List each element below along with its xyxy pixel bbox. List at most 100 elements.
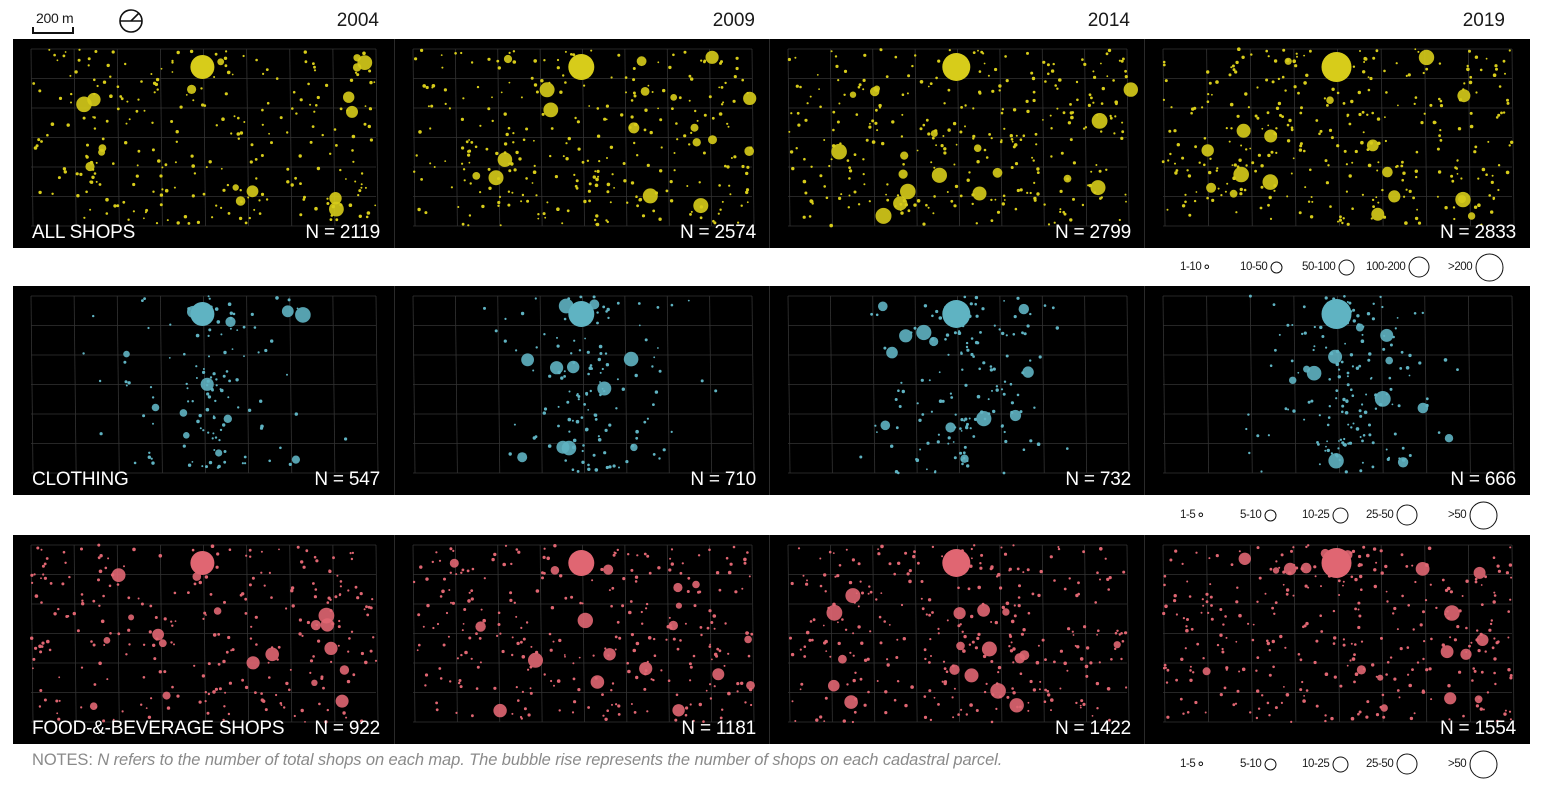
- parcel-bubble: [1335, 397, 1338, 400]
- parcel-bubble: [719, 716, 723, 720]
- parcel-bubble: [787, 57, 791, 62]
- parcel-bubble: [498, 195, 502, 198]
- parcel-bubble: [1358, 112, 1362, 117]
- parcel-bubble: [1401, 178, 1404, 182]
- parcel-bubble: [508, 81, 511, 84]
- parcel-bubble: [1469, 124, 1474, 129]
- parcel-bubble: [326, 708, 329, 712]
- parcel-bubble: [718, 649, 722, 653]
- parcel-bubble: [1027, 709, 1030, 712]
- parcel-bubble: [634, 373, 638, 378]
- parcel-bubble: [435, 708, 439, 712]
- parcel-bubble: [1323, 97, 1326, 100]
- parcel-bubble: [275, 693, 278, 697]
- parcel-bubble: [684, 622, 687, 625]
- parcel-bubble: [838, 654, 847, 664]
- parcel-bubble: [1036, 442, 1041, 446]
- parcel-bubble: [429, 127, 432, 130]
- parcel-bubble: [207, 334, 210, 337]
- parcel-bubble: [970, 614, 974, 619]
- parcel-bubble: [828, 164, 831, 168]
- parcel-bubble: [1123, 82, 1138, 97]
- parcel-bubble: [878, 106, 882, 109]
- parcel-bubble: [466, 569, 470, 573]
- parcel-bubble: [606, 190, 610, 194]
- parcel-bubble: [670, 303, 674, 307]
- parcel-bubble: [1343, 295, 1346, 298]
- parcel-bubble: [1400, 553, 1404, 557]
- parcel-bubble: [531, 182, 534, 184]
- parcel-bubble: [920, 580, 924, 583]
- parcel-bubble: [1015, 134, 1018, 137]
- parcel-bubble: [1473, 150, 1477, 154]
- parcel-bubble: [1285, 693, 1290, 697]
- parcel-bubble: [1011, 687, 1014, 690]
- parcel-bubble: [215, 565, 219, 569]
- parcel-bubble: [941, 555, 944, 558]
- parcel-bubble: [956, 641, 965, 651]
- parcel-bubbles: [483, 295, 718, 473]
- parcel-bubble: [1375, 561, 1378, 564]
- parcel-bubble: [1062, 111, 1066, 115]
- parcel-bubble: [163, 670, 167, 674]
- parcel-bubble: [103, 644, 106, 646]
- parcel-bubble: [927, 206, 930, 209]
- parcel-bubble: [1044, 80, 1047, 83]
- parcel-bubble: [1363, 56, 1367, 61]
- parcel-bubble: [1010, 138, 1014, 141]
- parcel-bubble: [997, 572, 1001, 577]
- parcel-bubble: [719, 61, 722, 65]
- parcel-bubble: [112, 162, 115, 165]
- parcel-bubble: [286, 373, 288, 376]
- parcel-bubble: [1480, 670, 1484, 674]
- parcel-bubble: [38, 89, 42, 93]
- parcel-bubble: [34, 646, 38, 650]
- parcel-bubble: [231, 348, 234, 350]
- parcel-bubble: [1206, 70, 1210, 74]
- parcel-bubble: [702, 720, 705, 723]
- parcel-bubble: [1014, 207, 1018, 211]
- parcel-bubble: [1278, 333, 1281, 336]
- parcel-bubble: [304, 721, 306, 723]
- parcel-bubble: [104, 566, 108, 570]
- parcel-bubble: [615, 703, 618, 706]
- parcel-bubble: [258, 212, 262, 215]
- parcel-bubble: [1330, 136, 1334, 140]
- parcel-bubble: [1396, 317, 1399, 319]
- parcel-bubble: [309, 140, 313, 144]
- parcel-bubble: [127, 596, 131, 600]
- parcel-bubble: [748, 575, 751, 578]
- parcel-bubble: [605, 310, 608, 313]
- parcel-bubble: [1027, 701, 1030, 704]
- parcel-bubble: [1047, 223, 1051, 226]
- parcel-bubble: [556, 58, 560, 62]
- parcel-bubble: [1303, 149, 1306, 153]
- parcel-bubble: [171, 59, 174, 62]
- parcel-bubble: [248, 583, 252, 587]
- parcel-bubble: [630, 703, 633, 705]
- parcel-bubble: [1385, 448, 1388, 451]
- parcel-bubble: [360, 172, 364, 175]
- parcel-bubble: [1389, 656, 1393, 659]
- parcel-bubble: [596, 134, 601, 138]
- parcel-bubble: [878, 615, 882, 619]
- parcel-bubble: [1448, 718, 1451, 721]
- parcel-bubble: [137, 597, 140, 600]
- parcel-bubble: [1372, 302, 1375, 305]
- parcel-bubble: [1493, 591, 1496, 594]
- parcel-bubble: [429, 162, 432, 165]
- parcel-bubble: [448, 107, 451, 110]
- parcel-bubble: [949, 392, 952, 395]
- parcel-bubble: [1324, 296, 1328, 300]
- parcel-bubble: [266, 101, 270, 105]
- parcel-bubble: [990, 621, 993, 623]
- parcel-bubble: [923, 715, 928, 719]
- parcel-bubble: [192, 99, 195, 102]
- parcel-bubble: [1046, 689, 1050, 693]
- parcel-bubble: [150, 697, 153, 700]
- parcel-bubble: [1272, 303, 1276, 306]
- parcel-bubble: [1397, 457, 1409, 468]
- parcel-bubble: [543, 407, 548, 411]
- parcel-bubble: [597, 435, 600, 438]
- parcel-bubble: [460, 51, 463, 55]
